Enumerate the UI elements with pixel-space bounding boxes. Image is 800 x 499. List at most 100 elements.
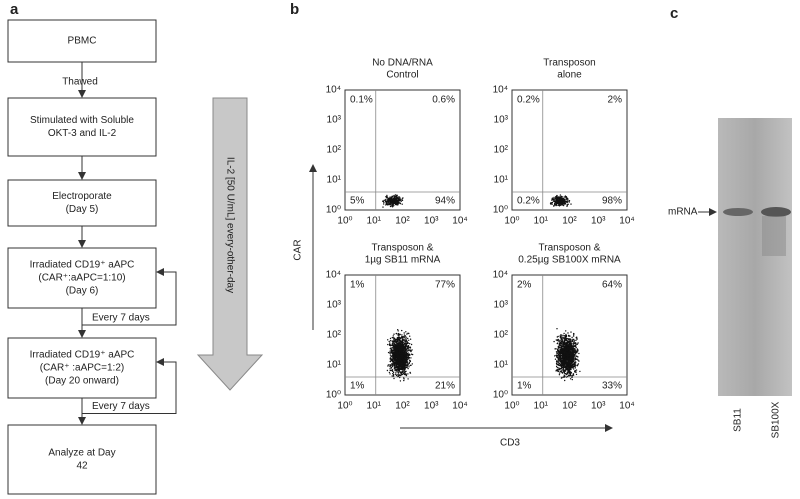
quadrant-percent: 21% — [435, 381, 455, 392]
event-dot — [393, 333, 395, 335]
event-dot — [559, 363, 561, 365]
event-dot — [566, 340, 569, 343]
x-tick-label: 10¹ — [367, 401, 382, 412]
event-dot — [395, 354, 397, 356]
event-dot — [559, 197, 562, 199]
x-tick-label: 10⁰ — [504, 216, 519, 227]
event-dot — [403, 339, 405, 342]
event-dot — [394, 199, 396, 201]
event-dot — [394, 349, 396, 352]
event-dot — [570, 356, 572, 358]
x-tick-label: 10⁰ — [337, 401, 352, 412]
event-dot — [391, 375, 393, 377]
event-dot — [382, 200, 385, 203]
event-dot — [574, 357, 577, 359]
event-dot — [409, 338, 412, 340]
quadrant-percent: 2% — [517, 280, 532, 291]
event-dot — [394, 362, 396, 365]
event-dot — [393, 360, 395, 363]
event-dot — [564, 379, 566, 382]
event-dot — [395, 362, 398, 364]
event-dot — [399, 380, 402, 382]
event-dot — [391, 354, 394, 356]
event-dot — [558, 358, 560, 360]
event-dot — [402, 353, 404, 355]
event-dot — [561, 353, 563, 355]
event-dot — [386, 202, 388, 204]
y-tick-label: 10⁴ — [326, 85, 341, 96]
gel-band — [723, 208, 753, 216]
event-dot — [408, 362, 410, 365]
event-dot — [408, 332, 410, 335]
y-tick-label: 10³ — [494, 300, 509, 311]
event-dot — [562, 365, 564, 367]
event-dot — [399, 340, 402, 343]
event-dot — [398, 202, 400, 204]
event-dot — [571, 366, 573, 368]
event-dot — [560, 368, 563, 370]
event-dot — [577, 349, 579, 352]
event-dot — [392, 370, 394, 372]
event-dot — [558, 361, 560, 364]
event-dot — [393, 354, 395, 356]
event-dot — [557, 347, 560, 349]
x-tick-label: 10⁰ — [337, 216, 352, 227]
event-dot — [396, 342, 398, 345]
event-dot — [559, 368, 561, 371]
event-dot — [558, 342, 561, 345]
event-dot — [403, 359, 405, 361]
event-dot — [564, 370, 566, 373]
y-tick-label: 10⁰ — [326, 390, 341, 401]
event-dot — [565, 353, 567, 355]
loop-arrow — [82, 358, 177, 414]
x-tick-label: 10³ — [424, 216, 439, 227]
event-dot — [395, 199, 397, 202]
event-dot — [392, 360, 394, 363]
event-dot — [385, 196, 387, 198]
event-dot — [395, 338, 398, 341]
x-axis-label: CD3 — [500, 438, 520, 449]
event-dot — [411, 363, 413, 365]
event-dot — [390, 355, 393, 357]
event-dot — [563, 354, 565, 356]
event-dot — [574, 363, 576, 365]
event-dot — [405, 342, 407, 344]
event-dot — [571, 350, 574, 352]
event-dot — [399, 356, 401, 358]
event-dot — [567, 374, 570, 376]
event-dot — [578, 352, 580, 355]
event-dot — [388, 343, 391, 346]
y-tick-label: 10¹ — [327, 175, 342, 186]
event-dot — [389, 340, 392, 342]
event-dot — [403, 338, 405, 340]
x-tick-label: 10² — [395, 401, 410, 412]
event-dot — [393, 204, 395, 207]
event-dot — [556, 360, 558, 363]
event-dot — [387, 351, 390, 354]
event-dot — [576, 336, 578, 338]
event-dot — [391, 352, 394, 354]
x-tick-label: 10² — [562, 216, 577, 227]
step-text: PBMC — [68, 36, 97, 47]
event-dot — [393, 368, 395, 370]
quadrant-percent: 1% — [517, 381, 532, 392]
event-dot — [390, 347, 392, 349]
event-dot — [403, 351, 405, 353]
event-dot — [403, 344, 405, 346]
event-dot — [387, 197, 389, 200]
event-dot — [554, 202, 556, 205]
event-dot — [575, 346, 577, 349]
event-dot — [564, 336, 567, 338]
event-dot — [405, 361, 407, 364]
event-dot — [570, 338, 572, 341]
event-dot — [411, 349, 413, 351]
event-dot — [568, 356, 570, 358]
event-dot — [564, 202, 566, 205]
event-dot — [404, 356, 406, 359]
event-dot — [571, 356, 574, 358]
event-dot — [566, 362, 568, 364]
event-dot — [393, 377, 395, 380]
event-dot — [573, 365, 576, 367]
event-dot — [566, 344, 568, 346]
